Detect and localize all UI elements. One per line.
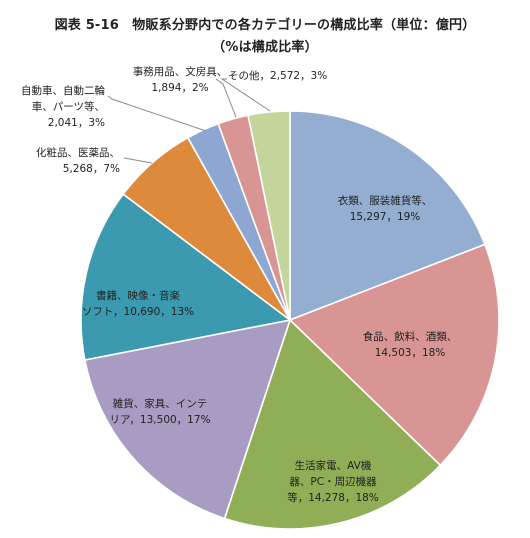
slice-label-line: ソフト，10,690，13% — [82, 306, 194, 318]
pie-slice — [288, 243, 500, 467]
slice-label-line: 5,268，7% — [63, 163, 120, 175]
leader-line — [123, 157, 153, 164]
slice-data-label: 生活家電、AV機器、PC・周辺機器等，14,278，18% — [287, 459, 379, 504]
pie-slice — [289, 110, 486, 322]
slice-label-line: その他，2,572，3% — [228, 69, 327, 82]
slice-data-label: 自動車、自動二輪車、パーツ等、 2,041，3% — [21, 84, 105, 129]
slice-data-label: 衣類、服装雑貨等、 15,297，19% — [338, 194, 433, 223]
slice-label-line: 等，14,278，18% — [287, 491, 379, 504]
slice-label-line: 自動車、自動二輪 — [21, 84, 105, 97]
slice-data-label: 雑貨、家具、インテリア，13,500，17% — [109, 397, 210, 426]
leader-line — [220, 78, 271, 112]
slice-label-line: 化粧品、医薬品、 — [36, 146, 120, 159]
chart-subtitle: （%は構成比率） — [212, 40, 318, 55]
slice-label-line: 15,297，19% — [350, 211, 421, 223]
leader-line — [215, 78, 237, 118]
slice-data-label: 事務用品、文房具、 1,894，2% — [133, 65, 228, 94]
slice-data-label: 化粧品、医薬品、 5,268，7% — [36, 146, 120, 175]
slice-label-line: 1,894，2% — [151, 82, 208, 94]
slice-label-line: 衣類、服装雑貨等、 — [338, 194, 433, 207]
slice-label-line: リア，13,500，17% — [109, 414, 210, 426]
slice-label-line: 器、PC・周辺機器 — [289, 475, 377, 488]
slice-label-line: 2,041，3% — [48, 117, 105, 129]
slice-label-line: 書籍、映像・音楽 — [96, 289, 180, 302]
slice-label-line: 車、パーツ等、 — [32, 100, 105, 113]
slice-label-line: 雑貨、家具、インテ — [113, 397, 208, 410]
pie-slice — [223, 318, 442, 530]
pie-slice — [83, 318, 292, 520]
slice-label-line: 食品、飲料、酒類、 — [363, 330, 458, 343]
pie-slice — [247, 110, 291, 321]
slice-data-label: 食品、飲料、酒類、 14,503，18% — [363, 330, 458, 359]
slice-label-line: 事務用品、文房具、 — [133, 65, 228, 78]
pie-slice — [80, 192, 292, 361]
slice-data-label: その他，2,572，3% — [228, 69, 327, 82]
slice-label-line: 生活家電、AV機 — [295, 459, 372, 472]
chart-title: 図表 5-16 物販系分野内での各カテゴリーの構成比率（単位：億円） — [54, 18, 476, 33]
slice-data-label: 書籍、映像・音楽ソフト，10,690，13% — [82, 289, 194, 318]
leader-line — [107, 95, 207, 132]
slice-label-line: 14,503，18% — [375, 347, 446, 359]
